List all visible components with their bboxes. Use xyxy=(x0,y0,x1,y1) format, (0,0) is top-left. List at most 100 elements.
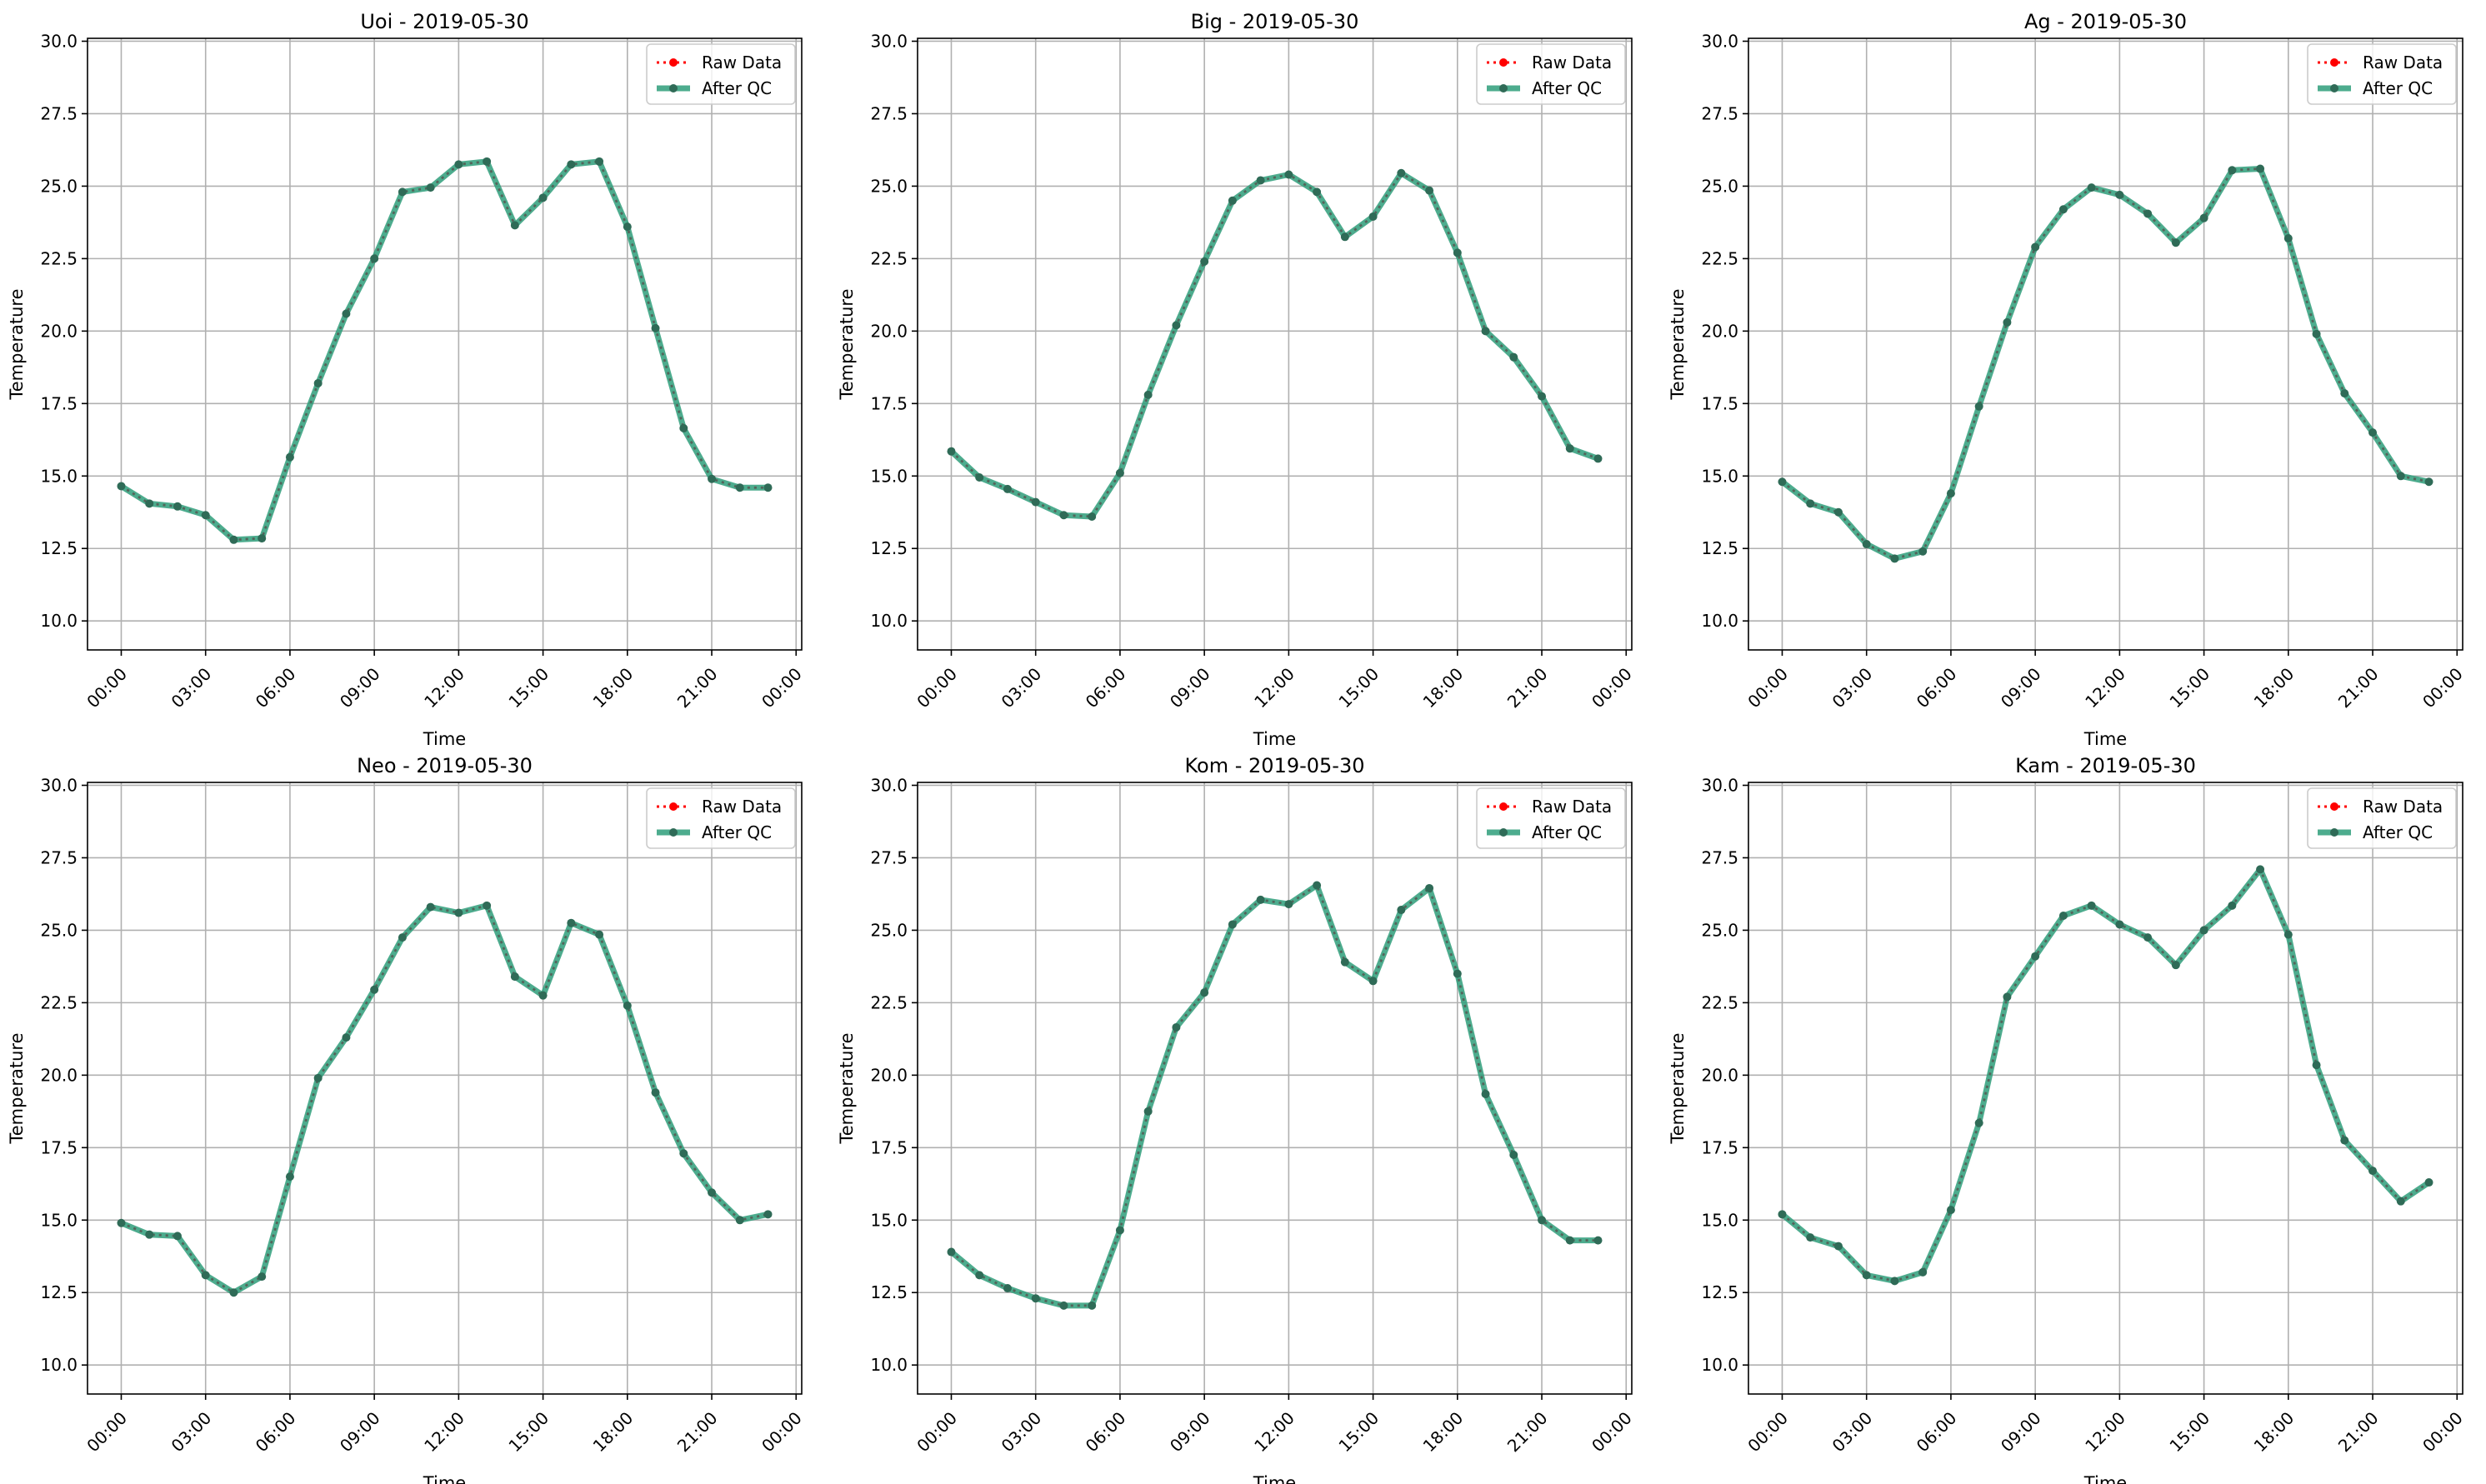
data-point xyxy=(2228,901,2237,910)
data-point xyxy=(1059,511,1068,520)
data-point xyxy=(229,535,238,544)
data-point xyxy=(1172,321,1181,330)
axes-frame xyxy=(87,782,803,1395)
x-tick-label: 15:00 xyxy=(2165,1408,2213,1457)
y-tick-label: 20.0 xyxy=(1701,1065,1738,1085)
data-point xyxy=(510,972,519,982)
data-point xyxy=(426,183,435,192)
legend-raw-marker xyxy=(669,802,678,811)
data-point xyxy=(1143,390,1153,399)
x-tick-label: 00:00 xyxy=(913,664,961,712)
legend: Raw Data After QC xyxy=(1476,43,1626,105)
data-point xyxy=(1778,477,1787,487)
chart-title: Neo - 2019-05-30 xyxy=(357,754,533,777)
chart-title: Uoi - 2019-05-30 xyxy=(360,10,528,33)
data-point xyxy=(1115,1226,1124,1235)
y-tick-label: 17.5 xyxy=(870,1137,908,1157)
x-tick-label: 18:00 xyxy=(589,1408,638,1457)
data-point xyxy=(2340,389,2349,398)
data-point xyxy=(342,309,351,318)
data-point xyxy=(1833,1242,1843,1251)
y-tick-label: 30.0 xyxy=(1701,31,1738,51)
data-point xyxy=(2228,166,2237,175)
data-point xyxy=(2424,477,2433,487)
data-point xyxy=(538,991,548,1000)
x-axis-label: Time xyxy=(1253,1473,1296,1484)
x-axis-label: Time xyxy=(423,729,466,749)
chart-panel: 00:00 03:00 06:00 09:00 12:00 15:00 18:00 21:00… xyxy=(837,754,1636,1484)
data-point xyxy=(975,473,984,482)
y-tick-label: 30.0 xyxy=(40,31,78,51)
data-point xyxy=(1425,186,1434,195)
x-tick-label: 06:00 xyxy=(1913,1408,1961,1457)
x-tick-label: 06:00 xyxy=(1913,664,1961,712)
x-tick-label: 09:00 xyxy=(336,1408,384,1457)
y-tick-label: 22.5 xyxy=(870,992,908,1012)
x-axis-label: Time xyxy=(2083,1473,2127,1484)
y-tick-label: 12.5 xyxy=(40,1282,78,1302)
data-point xyxy=(975,1271,984,1280)
data-point xyxy=(2256,164,2265,173)
data-point xyxy=(1509,352,1518,362)
legend: Raw Data After QC xyxy=(646,43,796,105)
y-tick-label: 27.5 xyxy=(870,103,908,123)
data-point xyxy=(2003,992,2012,1002)
x-tick-label: 09:00 xyxy=(336,664,384,712)
after-qc-line xyxy=(1780,166,2430,562)
data-point xyxy=(2368,1167,2378,1176)
raw-data-overlay xyxy=(950,172,1598,518)
y-tick-label: 30.0 xyxy=(870,31,908,51)
y-tick-label: 27.5 xyxy=(40,103,78,123)
data-point xyxy=(1256,176,1265,185)
data-point xyxy=(2003,317,2012,327)
y-tick-label: 17.5 xyxy=(870,393,908,413)
y-tick-label: 27.5 xyxy=(1701,847,1738,867)
data-point xyxy=(2171,238,2180,247)
x-tick-label: 00:00 xyxy=(2418,664,2467,712)
raw-data-line xyxy=(120,160,768,542)
data-point xyxy=(1031,1294,1040,1303)
x-tick-label: 09:00 xyxy=(1997,664,2045,712)
data-point xyxy=(1806,1233,1815,1242)
y-tick-label: 15.0 xyxy=(40,1210,78,1230)
raw-data-overlay xyxy=(121,904,768,1294)
data-point xyxy=(370,254,379,263)
data-point xyxy=(1115,468,1124,477)
data-point xyxy=(947,447,956,456)
data-point xyxy=(538,193,548,202)
legend-raw-label: Raw Data xyxy=(702,797,782,817)
chart-panel: 00:00 03:00 06:00 09:00 12:00 15:00 18:00 21:00… xyxy=(7,10,806,749)
data-point xyxy=(370,985,379,994)
data-point xyxy=(313,1073,323,1082)
x-tick-label: 00:00 xyxy=(1743,664,1792,712)
data-point xyxy=(2171,961,2180,970)
chart-title: Kom - 2019-05-30 xyxy=(1185,754,1365,777)
data-point xyxy=(1453,969,1462,978)
data-point xyxy=(2396,472,2405,481)
data-point xyxy=(735,483,744,492)
data-point xyxy=(1059,1301,1068,1310)
data-point xyxy=(1538,392,1547,401)
y-tick-label: 25.0 xyxy=(1701,920,1738,940)
x-tick-label: 00:00 xyxy=(1588,1408,1636,1457)
chart-panel: 00:00 03:00 06:00 09:00 12:00 15:00 18:00 21:00… xyxy=(1668,10,2467,749)
data-point xyxy=(398,187,407,197)
data-point xyxy=(201,1271,210,1280)
data-point xyxy=(2115,190,2124,199)
data-point xyxy=(1368,977,1378,986)
y-tick-label: 10.0 xyxy=(40,611,78,631)
data-point xyxy=(651,323,660,332)
data-point xyxy=(2087,183,2096,192)
data-point xyxy=(426,902,435,912)
data-point xyxy=(1397,168,1406,177)
legend-raw-marker xyxy=(1499,58,1508,67)
data-point xyxy=(1974,1118,1983,1127)
x-tick-label: 03:00 xyxy=(168,664,216,712)
data-point xyxy=(2143,209,2153,218)
x-tick-label: 06:00 xyxy=(1082,1408,1130,1457)
y-axis-label: Temperature xyxy=(837,1032,857,1144)
data-point xyxy=(258,534,267,543)
raw-data-line xyxy=(950,883,1598,1307)
data-point xyxy=(1946,489,1955,498)
y-tick-label: 12.5 xyxy=(870,1282,908,1302)
